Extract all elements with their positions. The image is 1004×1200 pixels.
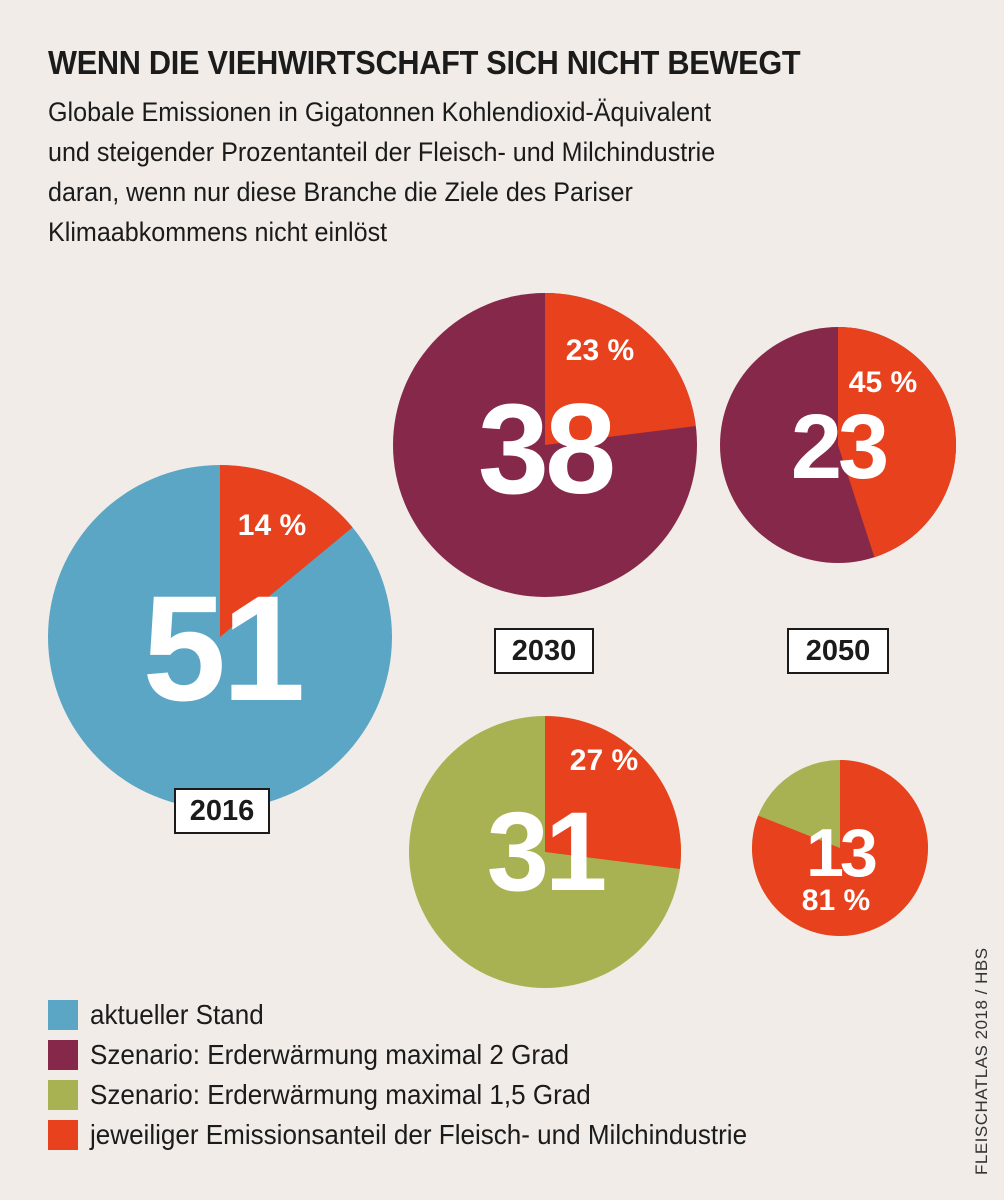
pie-c2030a: 38 23 % — [393, 293, 697, 597]
legend-label-anteil: jeweiliger Emissionsanteil der Fleisch- … — [90, 1119, 748, 1150]
pie-share-label-c2030b: 27 % — [570, 744, 638, 777]
chart-subtitle: Globale Emissionen in Gigatonnen Kohlend… — [48, 92, 885, 252]
legend-swatch-szenario-15 — [48, 1080, 78, 1110]
pie-c2016: 51 14 % — [48, 464, 392, 809]
legend: aktueller Stand Szenario: Erderwärmung m… — [48, 995, 797, 1155]
year-label-2030: 2030 — [494, 628, 594, 674]
pie-c2030b: 31 27 % — [409, 716, 682, 988]
legend-label-szenario-15: Szenario: Erderwärmung maximal 1,5 Grad — [90, 1079, 591, 1110]
pie-share-slice-c2030a — [545, 293, 696, 445]
legend-item-szenario-2: Szenario: Erderwärmung maximal 2 Grad — [48, 1035, 797, 1075]
pie-total-label-c2016: 51 — [143, 564, 302, 732]
pie-total-label-c2030a: 38 — [478, 378, 613, 521]
legend-swatch-aktuell — [48, 1000, 78, 1030]
legend-label-szenario-2: Szenario: Erderwärmung maximal 2 Grad — [90, 1039, 570, 1070]
pie-share-label-c2016: 14 % — [238, 509, 306, 542]
pie-share-slice-c2050b — [752, 760, 929, 937]
legend-label-aktuell: aktueller Stand — [90, 999, 264, 1030]
pie-share-slice-c2030b — [545, 716, 682, 870]
pie-total-label-c2030b: 31 — [487, 789, 605, 914]
pie-share-label-c2050b: 81 % — [802, 884, 870, 917]
pie-share-label-c2030a: 23 % — [566, 334, 634, 367]
year-label-2016: 2016 — [174, 788, 270, 834]
subtitle-line-4: Klimaabkommens nicht einlöst — [48, 217, 388, 247]
pie-share-label-c2050a: 45 % — [849, 366, 917, 399]
legend-item-anteil: jeweiliger Emissionsanteil der Fleisch- … — [48, 1115, 797, 1155]
chart-title: WENN DIE VIEHWIRTSCHAFT SICH NICHT BEWEG… — [48, 44, 801, 81]
pie-total-label-c2050b: 13 — [806, 815, 876, 891]
subtitle-line-3: daran, wenn nur diese Branche die Ziele … — [48, 177, 633, 207]
subtitle-line-2: und steigender Prozentanteil der Fleisch… — [48, 137, 716, 167]
subtitle-line-1: Globale Emissionen in Gigatonnen Kohlend… — [48, 97, 712, 127]
year-label-2050: 2050 — [787, 628, 889, 674]
pie-share-slice-c2016 — [220, 464, 353, 637]
legend-item-szenario-15: Szenario: Erderwärmung maximal 1,5 Grad — [48, 1075, 797, 1115]
pie-share-slice-c2050a — [838, 327, 956, 558]
legend-swatch-anteil — [48, 1120, 78, 1150]
source-credit: FLEISCHATLAS 2018 / HBS — [972, 947, 991, 1175]
legend-item-aktuell: aktueller Stand — [48, 995, 797, 1035]
legend-swatch-szenario-2 — [48, 1040, 78, 1070]
pie-total-label-c2050a: 23 — [791, 396, 886, 498]
